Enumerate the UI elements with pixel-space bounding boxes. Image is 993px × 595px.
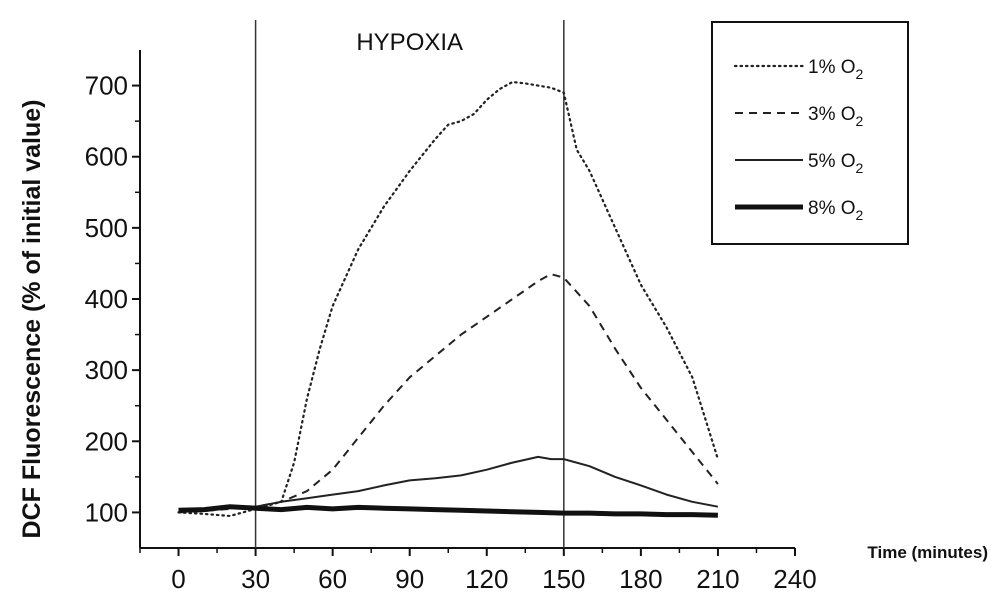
y-tick-label: 200 bbox=[85, 426, 128, 456]
x-tick-label: 150 bbox=[542, 564, 585, 594]
x-tick-label: 60 bbox=[318, 564, 347, 594]
x-axis-title: Time (minutes) bbox=[867, 543, 988, 562]
x-ticks: 0 30 60 90 120 150 180 210 240 bbox=[139, 548, 817, 594]
series-line-1 bbox=[177, 80, 720, 518]
x-tick-label: 30 bbox=[241, 564, 270, 594]
x-tick-label: 180 bbox=[619, 564, 662, 594]
y-tick-label: 100 bbox=[85, 497, 128, 527]
x-tick-label: 120 bbox=[465, 564, 508, 594]
hypoxia-markers bbox=[254, 20, 565, 548]
series-line-2 bbox=[178, 273, 719, 514]
x-tick-label: 210 bbox=[696, 564, 739, 594]
series-group bbox=[177, 80, 720, 518]
y-ticks: 100 200 300 400 500 600 700 bbox=[85, 71, 140, 527]
series-line-3 bbox=[178, 455, 719, 512]
legend: 1% O2 3% O2 5% O2 8% O2 bbox=[711, 21, 909, 245]
legend-label: 8% O2 bbox=[808, 198, 864, 223]
x-tick-label: 240 bbox=[773, 564, 816, 594]
y-tick-label: 500 bbox=[85, 213, 128, 243]
y-tick-label: 700 bbox=[85, 71, 128, 101]
y-tick-label: 600 bbox=[85, 142, 128, 172]
legend-label: 3% O2 bbox=[808, 104, 864, 129]
hypoxia-annotation: HYPOXIA bbox=[356, 29, 463, 56]
y-tick-label: 300 bbox=[85, 355, 128, 385]
legend-label: 5% O2 bbox=[808, 151, 864, 176]
y-tick-label: 400 bbox=[85, 284, 128, 314]
y-axis-title: DCF Fluorescence (% of initial value) bbox=[18, 100, 46, 539]
legend-label: 1% O2 bbox=[808, 57, 864, 82]
x-tick-label: 0 bbox=[171, 564, 185, 594]
series-line-4 bbox=[178, 504, 718, 518]
x-tick-label: 90 bbox=[395, 564, 424, 594]
